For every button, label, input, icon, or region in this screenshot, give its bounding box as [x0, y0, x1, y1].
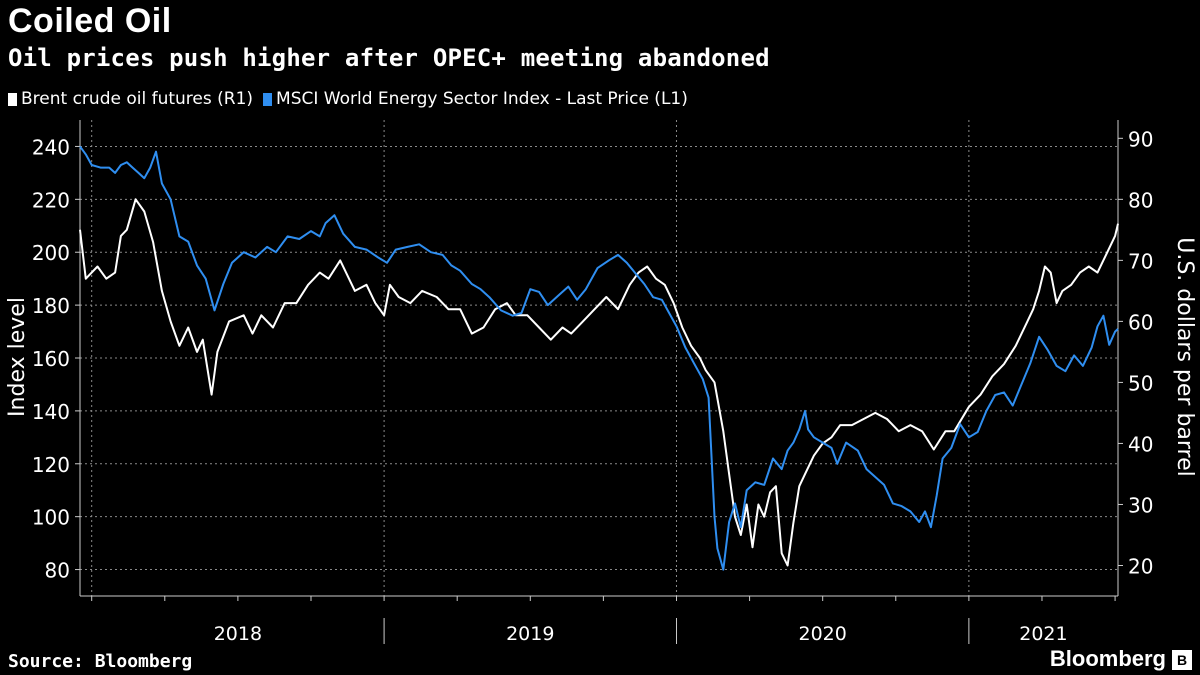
- x-tick-label: 2018: [214, 623, 262, 645]
- y-axis-right-title: U.S. dollars per barrel: [1172, 237, 1197, 477]
- legend-item-brent: Brent crude oil futures (R1): [8, 89, 253, 109]
- y-right-tick-label: 20: [1128, 554, 1153, 578]
- y-left-tick-label: 240: [32, 135, 70, 159]
- y-left-tick-label: 200: [32, 241, 70, 265]
- y-left-tick-label: 120: [32, 453, 70, 477]
- y-right-tick-label: 80: [1128, 188, 1153, 212]
- y-left-tick-label: 100: [32, 506, 70, 530]
- legend-item-msci: MSCI World Energy Sector Index - Last Pr…: [263, 89, 688, 109]
- y-left-tick-label: 180: [32, 294, 70, 318]
- legend-swatch-msci: [263, 92, 273, 106]
- y-left-tick-label: 80: [45, 559, 70, 583]
- chart-subtitle: Oil prices push higher after OPEC+ meeti…: [8, 44, 770, 72]
- y-left-tick-label: 160: [32, 347, 70, 371]
- x-tick-label: 2020: [799, 623, 847, 645]
- brand-name: Bloomberg: [1049, 646, 1166, 671]
- y-right-tick-label: 60: [1128, 310, 1153, 334]
- y-right-tick-label: 90: [1128, 127, 1153, 151]
- y-right-tick-label: 30: [1128, 493, 1153, 517]
- source-note: Source: Bloomberg: [8, 651, 193, 672]
- y-left-tick-label: 220: [32, 188, 70, 212]
- x-tick-label: 2021: [1019, 623, 1067, 645]
- series-line-msci: [79, 145, 1119, 571]
- bloomberg-logo-icon: B: [1172, 650, 1192, 670]
- legend-swatch-brent: [8, 92, 17, 106]
- y-right-tick-label: 40: [1128, 432, 1153, 456]
- legend-label-msci: MSCI World Energy Sector Index - Last Pr…: [276, 89, 688, 109]
- y-right-tick-label: 50: [1128, 371, 1153, 395]
- chart-title: Coiled Oil: [8, 2, 172, 40]
- y-axis-left-title: Index level: [5, 297, 30, 417]
- series-line-brent: [79, 198, 1119, 567]
- y-left-tick-label: 140: [32, 400, 70, 424]
- legend-label-brent: Brent crude oil futures (R1): [21, 89, 254, 109]
- legend: Brent crude oil futures (R1) MSCI World …: [8, 89, 698, 109]
- x-tick-label: 2019: [506, 623, 554, 645]
- y-right-tick-label: 70: [1128, 249, 1153, 273]
